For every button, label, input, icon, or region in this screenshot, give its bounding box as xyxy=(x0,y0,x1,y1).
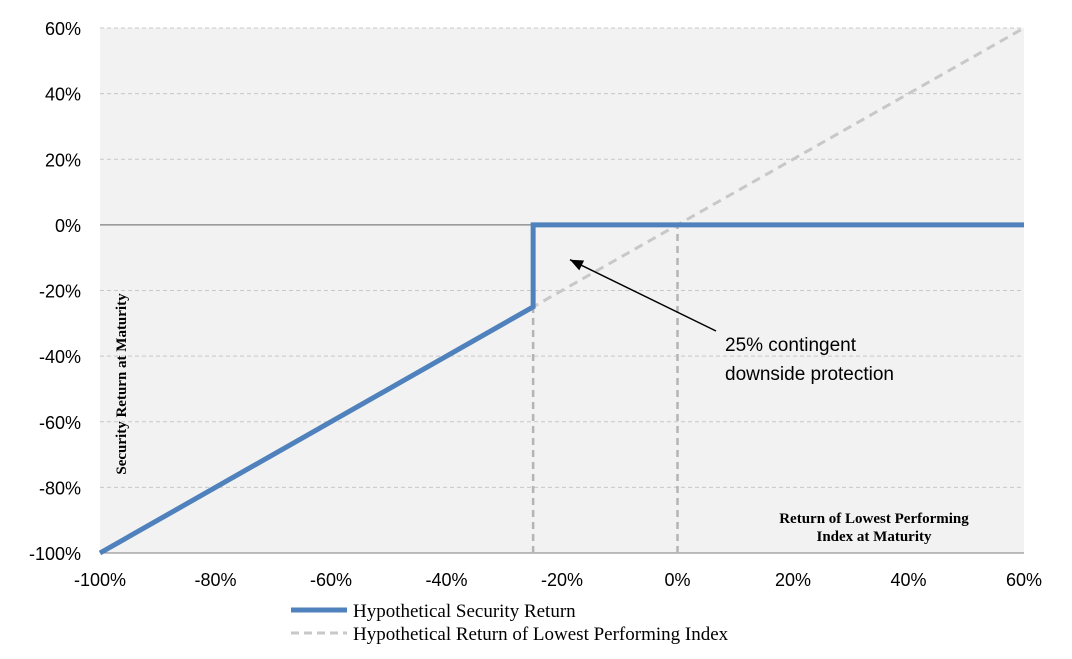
y-tick-labels: -100% -80% -60% -40% -20% 0% 20% 40% 60% xyxy=(29,19,81,564)
y-tick-label: 0% xyxy=(55,216,81,236)
x-tick-label: -80% xyxy=(194,570,236,590)
y-tick-label: -40% xyxy=(39,347,81,367)
annotation: 25% contingent downside protection xyxy=(569,259,894,385)
legend-label-security: Hypothetical Security Return xyxy=(353,601,576,622)
x-tick-label: -20% xyxy=(541,570,583,590)
y-axis-title: Security Return at Maturity xyxy=(114,293,130,475)
y-tick-label: -100% xyxy=(29,544,81,564)
x-axis-title-line-2: Index at Maturity xyxy=(817,529,932,545)
y-tick-label: 40% xyxy=(45,85,81,105)
y-tick-label: 20% xyxy=(45,150,81,170)
x-tick-labels: -100% -80% -60% -40% -20% 0% 20% 40% 60% xyxy=(74,570,1042,590)
x-tick-label: -100% xyxy=(74,570,126,590)
x-tick-label: 20% xyxy=(775,570,811,590)
annotation-arrowhead xyxy=(570,259,585,271)
y-tick-label: -20% xyxy=(39,282,81,302)
gridlines xyxy=(100,27,1024,554)
x-tick-label: -60% xyxy=(310,570,352,590)
y-tick-label: 60% xyxy=(45,19,81,39)
legend-label-index: Hypothetical Return of Lowest Performing… xyxy=(353,624,729,645)
annotation-arrow xyxy=(569,259,717,332)
y-tick-label: -80% xyxy=(39,478,81,498)
x-tick-label: -40% xyxy=(425,570,467,590)
y-tick-label: -60% xyxy=(39,413,81,433)
series-group xyxy=(98,26,1025,556)
x-tick-label: 40% xyxy=(890,570,926,590)
annotation-text-line-2: downside protection xyxy=(725,364,894,385)
series-line-index-return xyxy=(99,26,1025,555)
legend: Hypothetical Security Return Hypothetica… xyxy=(291,601,729,645)
series-line-security-return xyxy=(98,222,1024,556)
x-axis-title-line-1: Return of Lowest Performing xyxy=(779,511,969,527)
annotation-text-line-1: 25% contingent xyxy=(725,335,857,356)
x-tick-label: 60% xyxy=(1006,570,1042,590)
x-tick-label: 0% xyxy=(664,570,690,590)
